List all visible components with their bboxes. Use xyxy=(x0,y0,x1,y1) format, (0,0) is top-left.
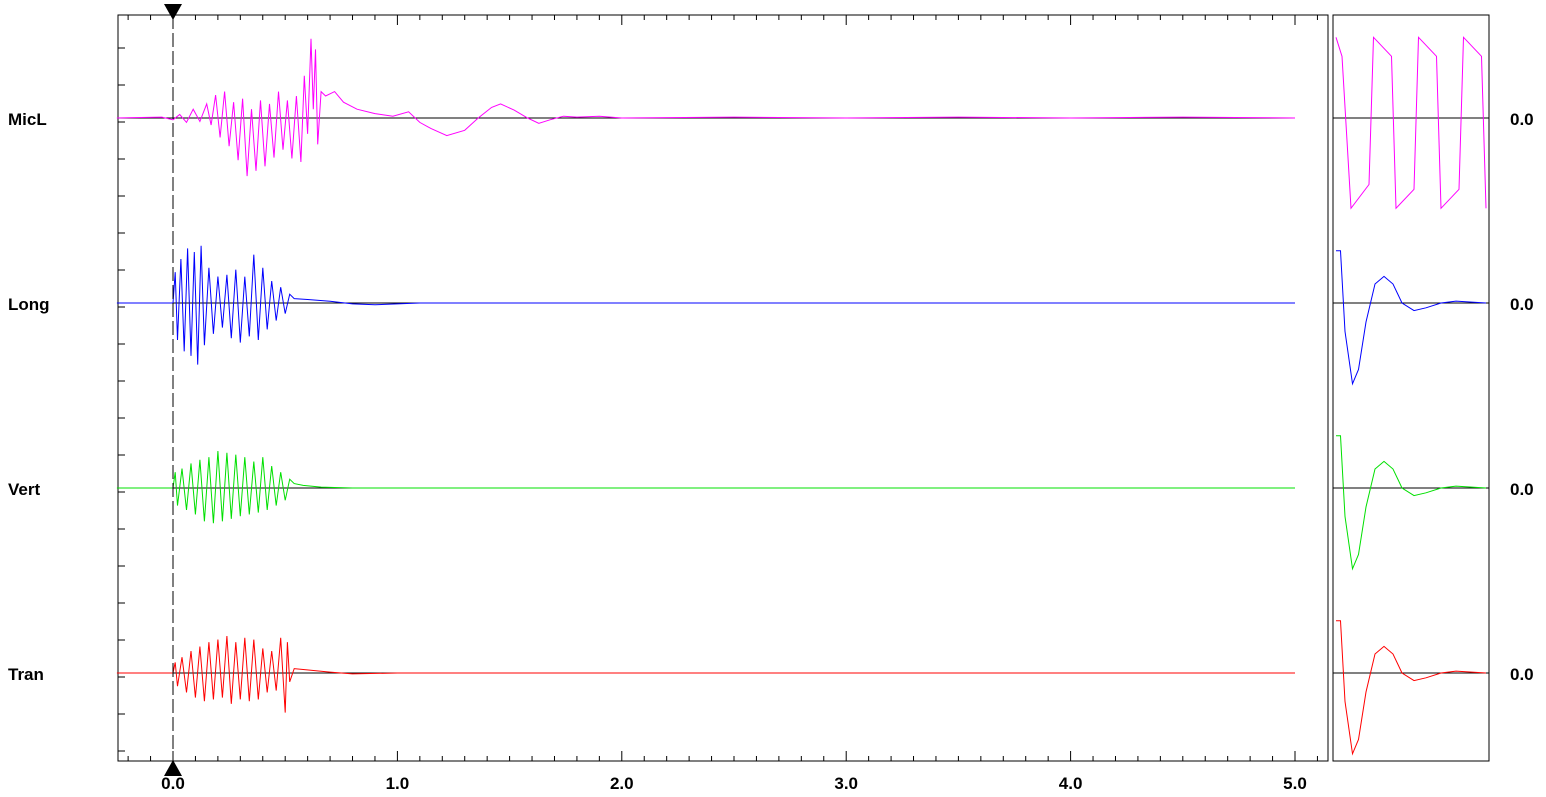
text-labels: 0.0 1.0 2.0 3.0 4.0 5.0 MicL 0.0 Long 0.0 Vert 0.0 T… xyxy=(8,110,1534,793)
x-tick-label: 2.0 xyxy=(610,774,634,793)
channel-value-label: 0.0 xyxy=(1510,295,1534,314)
axis-ticks xyxy=(118,15,1318,761)
inset-trace-tran xyxy=(1336,620,1487,756)
trigger-bottom-marker-icon xyxy=(164,760,182,776)
x-tick-label: 1.0 xyxy=(386,774,410,793)
inset-trace-micl xyxy=(1335,36,1487,210)
channel-traces xyxy=(116,38,1296,713)
channel-value-label: 0.0 xyxy=(1510,665,1534,684)
main-plot-frame xyxy=(117,14,1329,762)
trace-tran xyxy=(116,635,1295,713)
plot-frames xyxy=(117,14,1490,762)
inset-trace-vert xyxy=(1336,435,1487,571)
inset-traces xyxy=(1335,36,1487,756)
x-tick-label: 3.0 xyxy=(834,774,858,793)
inset-plot-frame xyxy=(1332,14,1490,762)
channel-name-label: Tran xyxy=(8,665,44,684)
inset-trace-long xyxy=(1336,250,1487,386)
channel-value-label: 0.0 xyxy=(1510,110,1534,129)
trace-micl xyxy=(116,38,1296,177)
trace-vert xyxy=(116,450,1295,524)
x-tick-label: 4.0 xyxy=(1059,774,1083,793)
trigger-top-marker-icon xyxy=(164,4,182,20)
channel-name-label: Long xyxy=(8,295,50,314)
channel-name-label: MicL xyxy=(8,110,47,129)
channel-value-label: 0.0 xyxy=(1510,480,1534,499)
trigger-marker xyxy=(164,4,182,776)
channel-baselines xyxy=(118,117,1489,674)
trace-long xyxy=(116,245,1295,365)
x-tick-label: 5.0 xyxy=(1283,774,1307,793)
channel-name-label: Vert xyxy=(8,480,40,499)
x-tick-label: 0.0 xyxy=(161,774,185,793)
